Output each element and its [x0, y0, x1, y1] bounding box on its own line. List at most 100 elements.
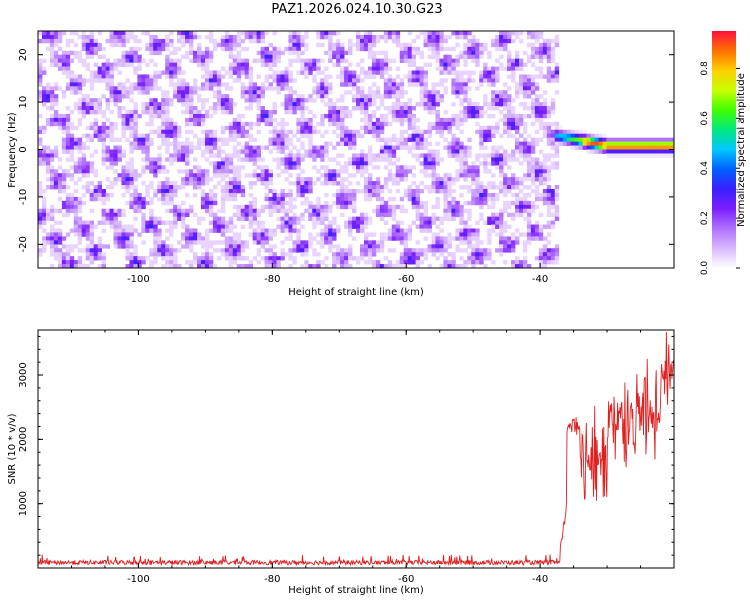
spectrogram-cell — [467, 113, 472, 119]
spectrogram-cell — [280, 157, 285, 162]
spectrogram-cell — [403, 260, 409, 265]
spectrogram-cell — [212, 137, 218, 142]
spectrogram-cell — [391, 86, 397, 91]
spectrogram-cell — [459, 228, 464, 233]
spectrogram-cell — [69, 145, 75, 150]
spectrogram-cell — [348, 74, 353, 79]
spectrogram-cell — [169, 117, 174, 123]
spectrogram-cell — [141, 106, 146, 111]
spectrogram-cell — [220, 34, 226, 40]
spectrogram-cell — [344, 58, 349, 63]
spectrogram-cell — [77, 256, 83, 261]
spectrogram-cell — [85, 161, 91, 166]
spectrogram-cell — [328, 54, 333, 60]
spectrogram-cell — [340, 113, 345, 119]
spectrogram-cell — [415, 133, 421, 139]
spectrogram-cell — [101, 153, 106, 158]
spectrogram-cell — [65, 74, 71, 79]
spectrogram-cell — [451, 212, 456, 218]
spectrogram-cell — [399, 228, 405, 233]
spectrogram-cell — [546, 58, 552, 63]
spectrogram-cell — [248, 102, 254, 107]
spectrogram-cell — [495, 196, 500, 202]
spectrogram-cell — [276, 121, 281, 127]
spectrogram-cell — [463, 264, 468, 269]
spectrogram-cell — [654, 153, 659, 158]
spectrogram-cell — [332, 54, 337, 60]
spectrogram-cell — [49, 86, 55, 91]
spectrogram-cell — [550, 252, 556, 257]
spectrogram-cell — [522, 248, 528, 253]
spectrogram-cell — [395, 98, 401, 103]
spectrogram-cell — [594, 145, 599, 150]
spectrogram-cell — [105, 185, 110, 190]
spectrogram-cell — [383, 145, 389, 150]
spectrogram-cell — [463, 110, 468, 115]
spectrogram-cell — [308, 232, 313, 237]
spectrogram-cell — [145, 82, 150, 87]
spectrogram-cell — [161, 185, 166, 190]
spectrogram-cell — [491, 260, 496, 265]
spectrogram-cell — [38, 62, 43, 67]
spectrogram-cell — [232, 153, 238, 158]
spectrogram-cell — [304, 244, 309, 249]
spectrogram-cell — [200, 244, 206, 249]
spectrogram-cell — [530, 34, 536, 40]
spectrogram-cell — [284, 157, 289, 162]
spectrogram-cell — [220, 74, 226, 79]
spectrogram-cell — [240, 94, 246, 99]
spectrogram-cell — [185, 228, 190, 233]
spectrogram-cell — [467, 106, 472, 111]
spectrogram-cell — [137, 82, 142, 87]
spectrogram-cell — [89, 70, 95, 75]
spectrogram-cell — [268, 248, 273, 253]
spectrogram-cell — [427, 62, 432, 67]
spectrogram-cell — [69, 165, 75, 170]
spectrogram-cell — [336, 192, 341, 198]
spectrogram-cell — [161, 200, 166, 206]
spectrogram-cell — [391, 232, 397, 237]
spectrogram-cell — [137, 90, 142, 95]
spectrogram-cell — [69, 133, 75, 139]
spectrogram-cell — [61, 137, 67, 142]
spectrogram-cell — [101, 216, 106, 221]
spectrogram-cell — [129, 54, 134, 60]
spectrogram-cell — [419, 50, 424, 56]
spectrogram-cell — [49, 236, 55, 241]
spectrogram-cell — [491, 113, 496, 119]
spectrogram-cell — [336, 98, 341, 103]
spectrogram-cell — [359, 117, 365, 123]
spectrogram-cell — [332, 256, 337, 261]
spectrogram-cell — [399, 204, 405, 210]
spectrogram-cell — [208, 70, 214, 75]
spectrogram-cell — [109, 98, 114, 103]
spectrogram-cell — [165, 149, 170, 154]
spectrogram-cell — [224, 169, 230, 174]
spectrogram-cell — [177, 212, 182, 218]
spectrogram-cell — [312, 74, 317, 79]
spectrogram-cell — [352, 82, 357, 87]
spectrogram-cell — [526, 264, 532, 269]
spectrogram-cell — [53, 252, 59, 257]
spectrogram-cell — [562, 129, 568, 135]
spectrogram-cell — [244, 264, 250, 269]
spectrogram-cell — [340, 78, 345, 83]
spectrogram-cell — [348, 145, 353, 150]
spectrogram-cell — [403, 141, 409, 146]
spectrogram-cell — [89, 54, 95, 60]
spectrogram-cell — [65, 137, 71, 142]
spectrogram-cell — [371, 54, 377, 60]
spectrogram-cell — [65, 62, 71, 67]
spectrogram-cell — [228, 192, 234, 198]
spectrogram-cell — [204, 236, 210, 241]
spectrogram-cell — [57, 113, 63, 119]
spectrogram-cell — [363, 236, 369, 241]
spectrogram-cell — [228, 66, 234, 71]
spectrogram-cell — [288, 220, 293, 225]
spectrogram-cell — [232, 248, 238, 253]
spectrogram-cell — [316, 82, 321, 87]
spectrogram-cell — [375, 125, 381, 131]
spectrogram-cell — [324, 94, 329, 99]
spectrogram-cell — [487, 125, 492, 131]
spectrogram-cell — [622, 149, 627, 154]
